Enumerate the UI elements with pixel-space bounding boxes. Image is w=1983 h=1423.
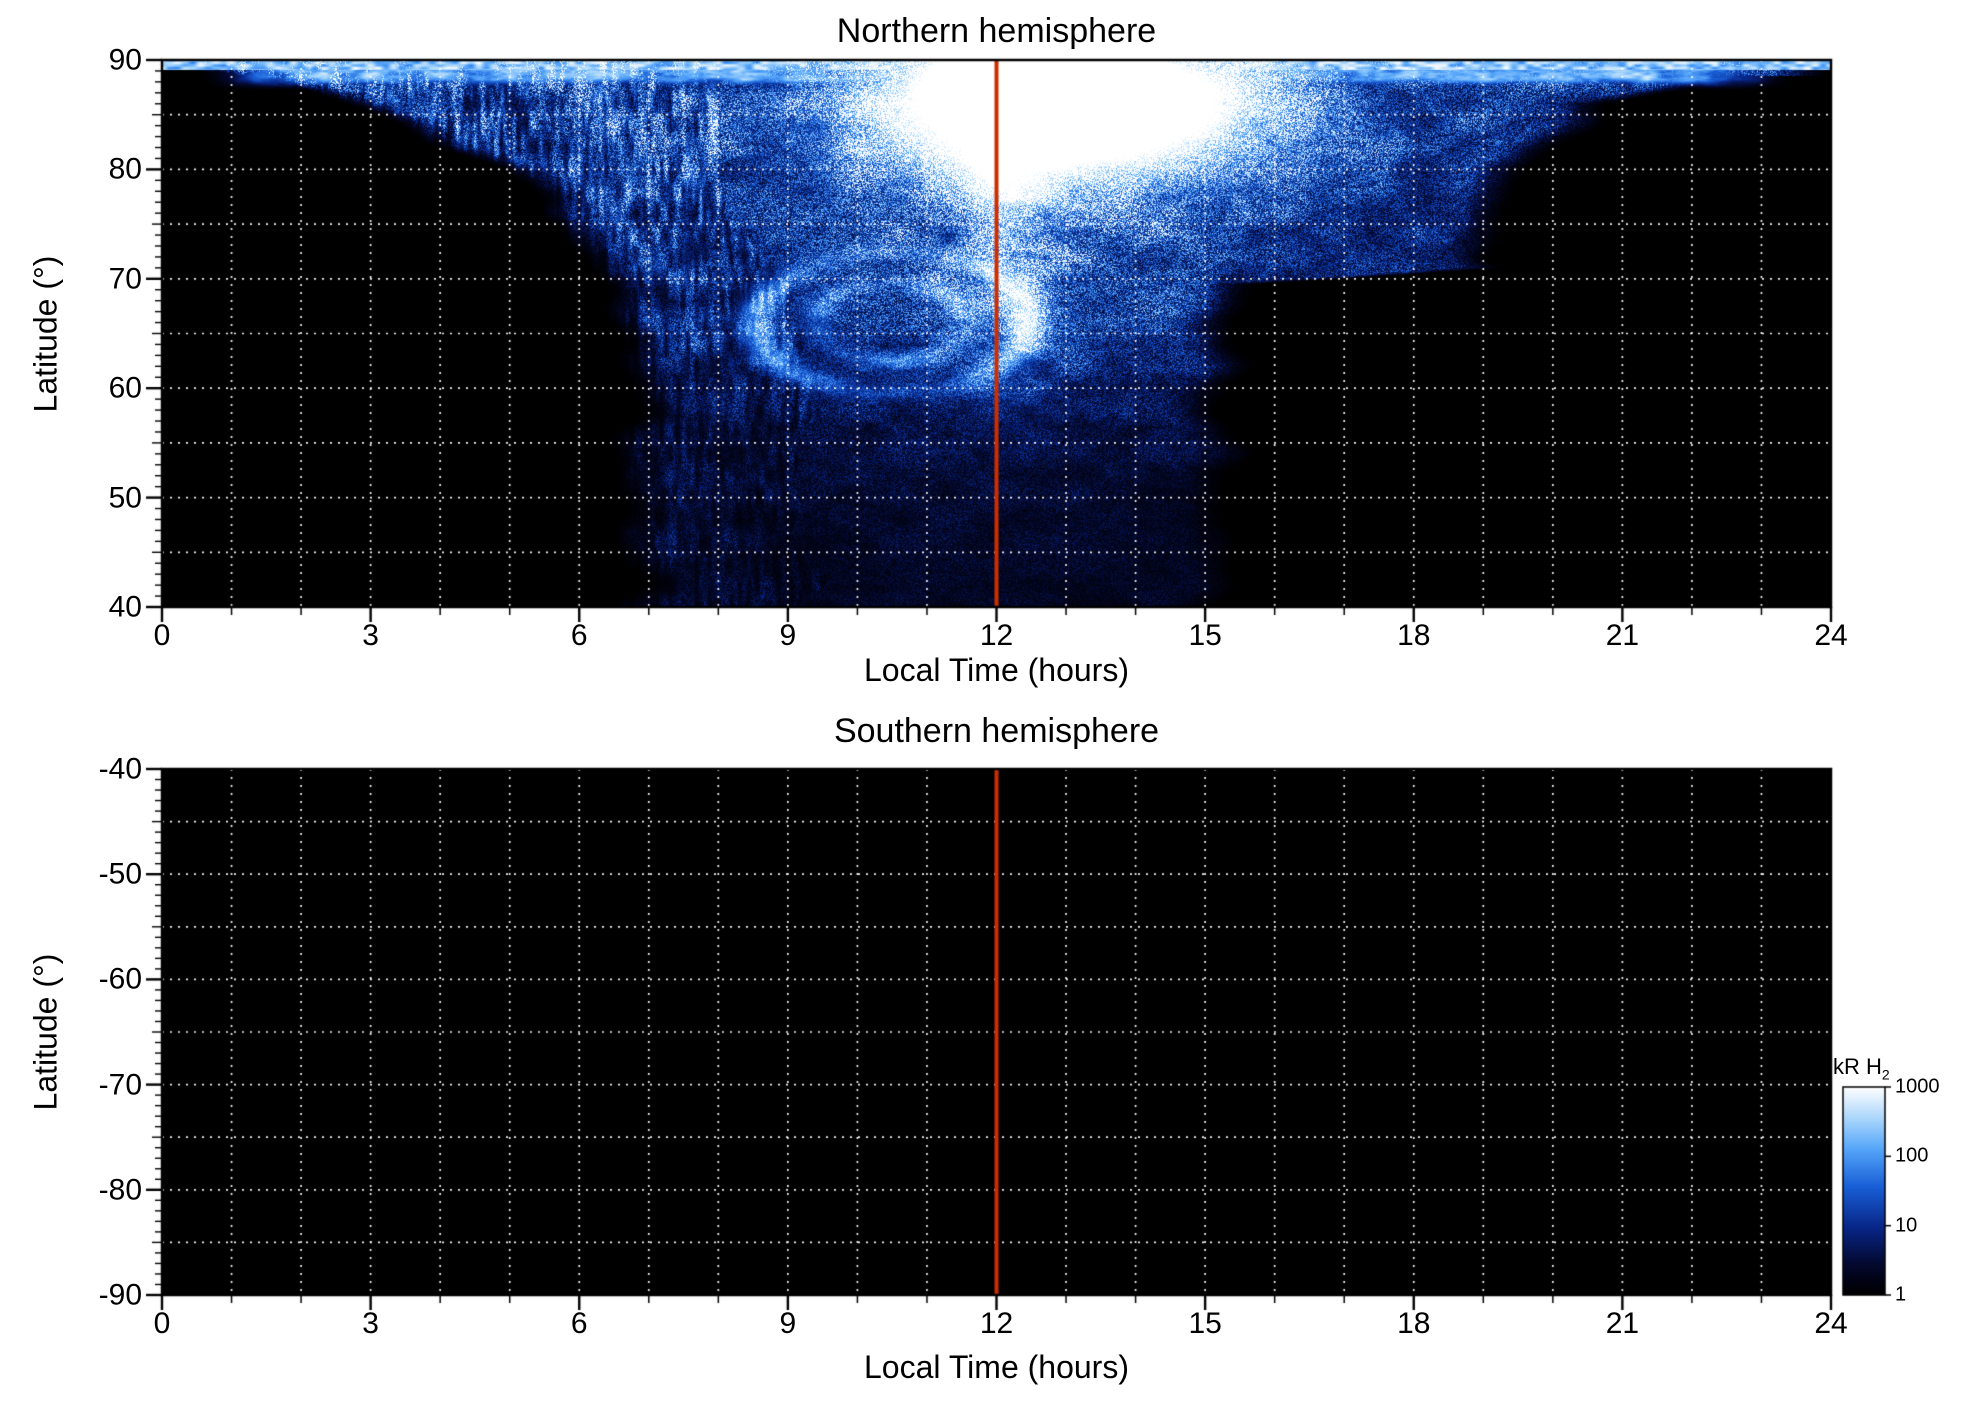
colorbar-tick-label: 1	[1895, 1283, 1907, 1306]
south-panel-title: Southern hemisphere	[833, 712, 1160, 750]
south-y-tick-label: -90	[98, 1278, 142, 1312]
north-y-tick-label: 40	[108, 590, 142, 624]
south-xaxis-label: Local Time (hours)	[864, 1349, 1129, 1385]
north-x-tick-label: 0	[153, 619, 171, 652]
colorbar-unit-sub: 2	[1881, 1066, 1890, 1083]
south-x-tick-label: 9	[779, 1307, 797, 1340]
south-x-tick-label: 3	[362, 1307, 379, 1340]
south-y-tick-label: -40	[98, 752, 142, 786]
south-x-tick-label: 0	[153, 1307, 171, 1340]
colorbar-tick-label: 1000	[1895, 1075, 1940, 1098]
north-y-tick-label: 70	[108, 262, 142, 296]
south-y-tick-label: -60	[98, 962, 142, 996]
south-x-tick-label: 18	[1397, 1307, 1431, 1340]
north-y-tick-label: 90	[108, 43, 142, 77]
north-y-tick-label: 80	[108, 152, 142, 186]
south-x-tick-label: 24	[1814, 1307, 1848, 1340]
south-y-tick-label: -70	[98, 1068, 142, 1102]
north-x-tick-label: 3	[362, 619, 379, 652]
north-x-tick-label: 6	[570, 619, 588, 652]
north-x-tick-label: 9	[779, 619, 797, 652]
north-y-tick-label: 50	[108, 481, 142, 515]
colorbar-tick-label: 100	[1895, 1144, 1929, 1167]
north-x-tick-label: 21	[1605, 619, 1640, 652]
south-x-tick-label: 6	[570, 1307, 588, 1340]
south-x-tick-label: 15	[1188, 1307, 1222, 1340]
north-x-tick-label: 15	[1188, 619, 1222, 652]
north-x-tick-label: 24	[1814, 619, 1848, 652]
south-x-tick-label: 21	[1605, 1307, 1640, 1340]
south-y-tick-label: -80	[98, 1173, 142, 1207]
colorbar-tick-label: 10	[1895, 1214, 1918, 1237]
north-xaxis-label: Local Time (hours)	[864, 652, 1129, 688]
south-y-tick-label: -50	[98, 857, 142, 891]
colorbar-unit-main: kR H	[1833, 1054, 1882, 1079]
north-x-tick-label: 18	[1397, 619, 1431, 652]
north-panel-title: Northern hemisphere	[836, 12, 1157, 50]
colorbar-unit-label: kR H2	[1833, 1054, 1890, 1082]
south-x-tick-label: 12	[979, 1307, 1014, 1340]
north-y-tick-label: 60	[108, 371, 142, 405]
north-x-tick-label: 12	[979, 619, 1014, 652]
